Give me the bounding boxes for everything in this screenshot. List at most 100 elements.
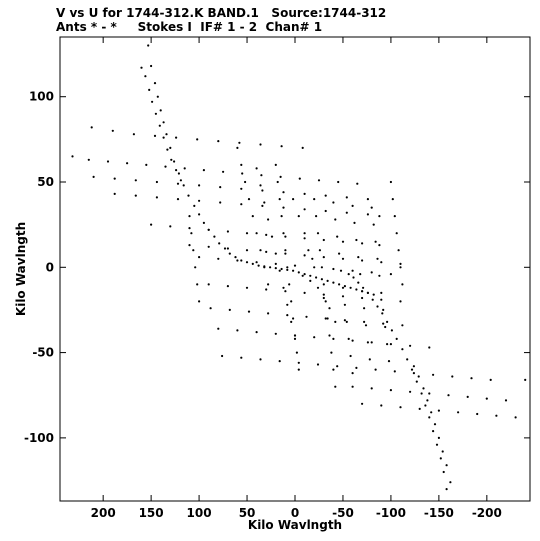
- uv-point: [345, 211, 348, 214]
- uv-point: [176, 198, 180, 201]
- uv-point: [343, 303, 346, 306]
- uv-point: [298, 177, 301, 180]
- uv-point: [395, 232, 398, 235]
- uv-point: [282, 286, 285, 289]
- uv-point: [433, 423, 437, 426]
- uv-point: [315, 215, 318, 218]
- uv-point: [240, 163, 243, 166]
- uv-point: [303, 232, 306, 235]
- uv-point: [297, 215, 300, 218]
- uv-point: [384, 325, 387, 329]
- uv-point: [286, 303, 289, 306]
- uv-point: [202, 169, 205, 172]
- uv-point: [166, 148, 169, 151]
- uv-point: [386, 343, 389, 346]
- uv-point: [134, 179, 137, 182]
- uv-point: [245, 249, 249, 252]
- uv-point: [378, 215, 381, 218]
- uv-point: [336, 235, 339, 238]
- uv-point: [293, 337, 297, 340]
- uv-point: [207, 245, 210, 248]
- x-tick-label: 200: [91, 506, 116, 520]
- uv-point: [399, 300, 402, 303]
- uv-point: [217, 140, 220, 143]
- uv-point: [466, 395, 469, 398]
- uv-point: [332, 337, 335, 340]
- x-tick-label: -200: [472, 506, 502, 520]
- uv-point: [389, 180, 392, 184]
- uv-point: [198, 199, 201, 202]
- uv-point: [366, 291, 369, 294]
- uv-point: [159, 109, 162, 112]
- uv-point: [432, 430, 435, 433]
- uv-point: [420, 392, 423, 395]
- uv-point: [476, 412, 479, 416]
- uv-point: [274, 262, 277, 265]
- x-axis-ticks: 200 150 100 50 0 -50 -100 -150 -200: [91, 37, 502, 520]
- uv-point: [415, 380, 418, 383]
- uv-point: [366, 198, 369, 201]
- uv-point: [170, 158, 173, 161]
- uv-point: [261, 189, 264, 192]
- uv-point: [412, 365, 415, 368]
- uv-point: [334, 320, 337, 323]
- uv-point: [432, 373, 435, 376]
- uv-point: [366, 341, 369, 344]
- y-tick-label: 100: [29, 90, 54, 104]
- uv-point: [320, 278, 323, 281]
- uv-point: [217, 257, 220, 260]
- uv-point: [286, 266, 289, 269]
- uv-point: [241, 172, 244, 175]
- uv-point: [441, 450, 444, 453]
- uv-point: [247, 310, 251, 313]
- uv-point: [222, 170, 225, 173]
- uv-point: [198, 256, 201, 259]
- uv-point: [357, 281, 360, 284]
- uv-point: [341, 240, 345, 243]
- x-tick-label: 100: [187, 506, 212, 520]
- x-tick-label: -150: [424, 506, 454, 520]
- uv-point: [489, 378, 492, 381]
- x-tick-label: -50: [332, 506, 354, 520]
- uv-point: [113, 177, 116, 180]
- uv-point: [351, 385, 354, 388]
- uv-point: [324, 194, 327, 197]
- uv-point: [399, 262, 402, 265]
- uv-point: [134, 194, 137, 197]
- uv-point: [297, 368, 300, 371]
- uv-point: [389, 389, 392, 392]
- uv-point: [401, 348, 404, 351]
- uv-point: [364, 324, 368, 327]
- uv-point: [330, 351, 333, 354]
- uv-point: [223, 247, 227, 250]
- uv-point: [284, 252, 287, 255]
- uv-point: [485, 397, 488, 400]
- uv-point: [90, 126, 93, 129]
- uv-point: [207, 228, 210, 231]
- uv-point: [409, 344, 412, 347]
- uv-point: [301, 274, 304, 277]
- uv-point: [428, 416, 431, 419]
- uv-point: [303, 254, 306, 257]
- uv-point: [382, 308, 385, 311]
- uv-point: [226, 247, 229, 250]
- uv-point: [495, 414, 498, 417]
- uv-point: [219, 186, 222, 189]
- uv-point: [192, 249, 195, 252]
- uv-point: [228, 252, 231, 255]
- uv-point: [355, 238, 358, 242]
- uv-point: [290, 320, 293, 323]
- uv-point: [524, 378, 527, 381]
- uv-point: [428, 346, 431, 349]
- uv-point: [198, 300, 201, 303]
- uv-point: [259, 184, 262, 187]
- uv-point: [337, 180, 340, 184]
- uv-point: [409, 390, 412, 393]
- uv-point: [361, 296, 364, 300]
- uv-point: [153, 134, 157, 137]
- uv-point: [278, 198, 281, 201]
- uv-point: [267, 218, 270, 221]
- uv-point: [322, 296, 325, 300]
- uv-point: [315, 276, 318, 279]
- uv-point: [393, 370, 396, 373]
